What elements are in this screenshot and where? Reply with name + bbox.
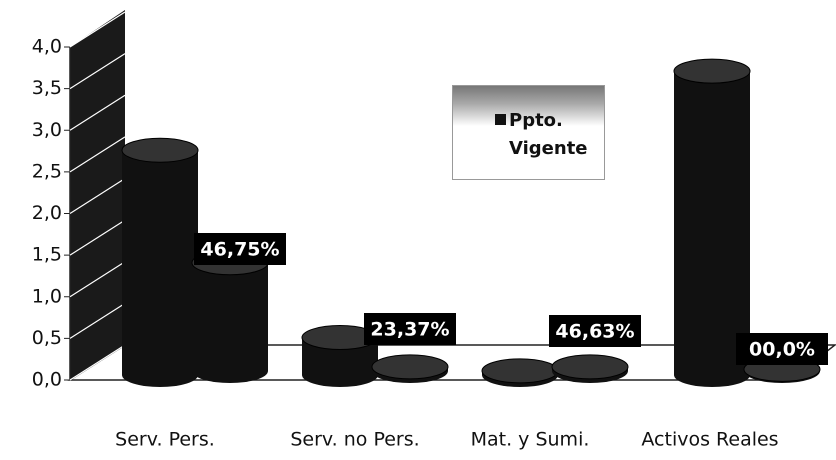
grid-line <box>69 53 126 90</box>
y-tick-label: 3,0 <box>32 119 62 141</box>
x-tick-label: Serv. Pers. <box>115 429 215 451</box>
bar-top <box>481 358 559 384</box>
grid-line <box>69 94 126 131</box>
bar <box>122 150 198 375</box>
grid-line <box>69 261 126 298</box>
annotation-box <box>736 333 828 365</box>
grid-line <box>69 344 126 381</box>
legend-swatch <box>495 114 506 125</box>
annotation: 23,37% <box>370 319 449 341</box>
bar-top <box>551 354 629 380</box>
x-tick-label: Activos Reales <box>641 429 778 451</box>
bar-top <box>121 137 199 163</box>
grid-line <box>69 219 126 256</box>
y-tick-label: 1,5 <box>32 244 62 266</box>
y-tick-label: 0,5 <box>32 327 62 349</box>
annotation-box <box>364 313 456 345</box>
bar <box>192 262 268 371</box>
grid-line <box>69 302 126 339</box>
grid-line <box>69 136 126 173</box>
annotation-box <box>194 233 286 265</box>
y-tick-label: 1,0 <box>32 285 62 307</box>
y-tick-label: 4,0 <box>32 36 62 58</box>
legend-label: Ppto. Vigente <box>509 110 588 159</box>
x-tick-label: Serv. no Pers. <box>290 429 419 451</box>
bar-top <box>673 58 751 84</box>
y-tick-label: 2,5 <box>32 160 62 182</box>
grid-line <box>69 177 126 215</box>
bar <box>674 71 750 375</box>
y-tick-label: 3,5 <box>32 77 62 99</box>
y-tick-label: 2,0 <box>32 202 62 224</box>
grid-line <box>69 11 126 48</box>
bar-top <box>371 354 449 380</box>
annotation: 46,63% <box>555 321 634 343</box>
annotation: 46,75% <box>200 239 279 261</box>
legend: Ppto. Vigente <box>452 85 605 180</box>
annotation: 00,0% <box>749 339 815 361</box>
annotation-box <box>549 315 641 347</box>
side-wall <box>70 10 125 380</box>
x-tick-label: Mat. y Sumi. <box>471 429 590 451</box>
y-tick-label: 0,0 <box>32 369 62 391</box>
